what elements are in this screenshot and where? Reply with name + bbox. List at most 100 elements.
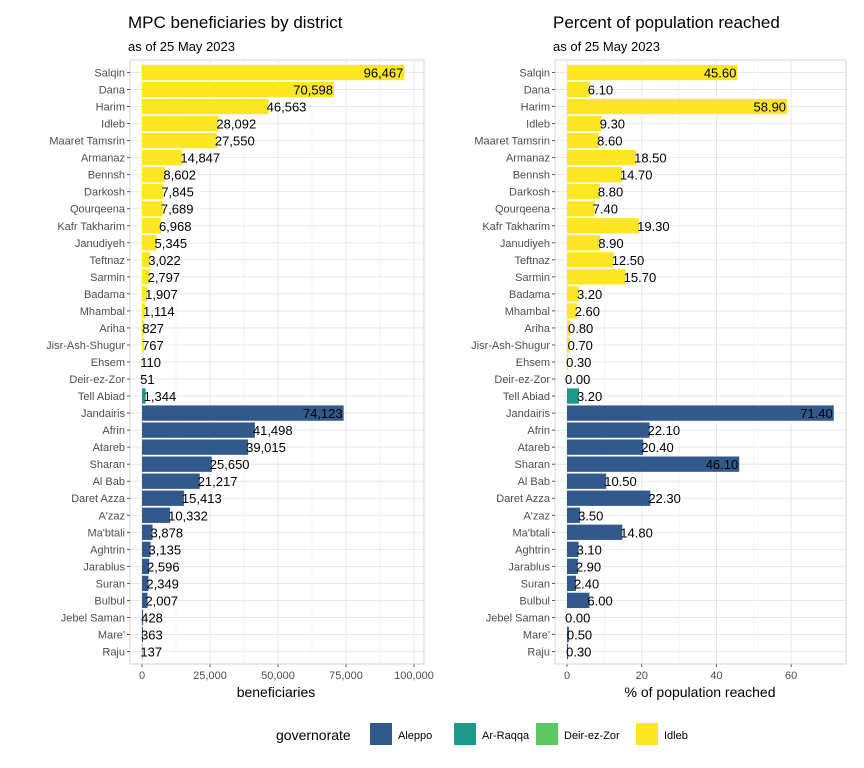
data-label: 12.50 (612, 253, 645, 268)
data-label: 46.10 (706, 457, 739, 472)
data-label: 0.00 (565, 610, 590, 625)
chart-title: Percent of population reached (553, 13, 780, 32)
data-label: 2,007 (145, 593, 178, 608)
data-label: 25,650 (210, 457, 250, 472)
data-label: 14,847 (180, 151, 220, 166)
data-label: 0.50 (567, 627, 592, 642)
bar-al-bab (567, 473, 607, 489)
bar-maaret-tamsrin (567, 132, 600, 149)
category-label: Mhambal (80, 306, 125, 318)
category-label: Daret Azza (496, 493, 551, 505)
category-label: A'zaz (523, 510, 550, 522)
bar-maaret-tamsrin (142, 132, 217, 149)
category-label: Jarablus (83, 561, 125, 573)
data-label: 2,797 (148, 270, 181, 285)
data-label: 22.30 (648, 491, 681, 506)
category-label: Mare' (98, 629, 125, 641)
data-label: 767 (142, 338, 164, 353)
data-label: 0.70 (568, 338, 593, 353)
category-label: Jisr-Ash-Shugur (471, 340, 550, 352)
bar-raju (567, 643, 569, 660)
bar-ariha (142, 320, 145, 336)
chart-title: MPC beneficiaries by district (128, 13, 343, 32)
category-label: Jandairis (81, 408, 126, 420)
category-label: Bulbul (94, 595, 125, 607)
x-tick-label: 60 (785, 670, 797, 682)
category-label: Teftnaz (515, 255, 550, 267)
legend-swatch-idleb (636, 723, 658, 745)
data-label: 15.70 (624, 270, 657, 285)
bar-sarmin (142, 269, 150, 285)
bar-salqin (142, 64, 405, 81)
category-label: Suran (521, 578, 550, 590)
bar-afrin (142, 422, 255, 438)
category-label: Afrin (527, 425, 550, 437)
data-label: 0.80 (568, 321, 593, 336)
bar-teftnaz (142, 252, 151, 268)
bar-sharan (142, 456, 212, 472)
category-label: Idleb (526, 119, 550, 131)
data-label: 2,349 (146, 576, 179, 591)
bar-harim (142, 98, 269, 115)
data-label: 58.90 (754, 100, 787, 115)
category-label: Qourqeena (70, 204, 126, 216)
category-label: Atareb (93, 442, 125, 454)
bar-afrin (567, 422, 650, 438)
category-label: Ariha (524, 323, 551, 335)
category-label: Mhambal (505, 306, 550, 318)
bar-qourqeena (142, 201, 163, 217)
data-label: 1,344 (144, 389, 177, 404)
bar-jisr-ash-shugur (567, 337, 570, 353)
bar-daret-azza (567, 490, 651, 506)
data-label: 27,550 (215, 134, 255, 149)
category-label: Aghtrin (90, 544, 125, 556)
data-label: 39,015 (246, 440, 286, 455)
x-tick-label: 25,000 (193, 670, 227, 682)
category-label: Darkosh (509, 187, 550, 199)
legend-label: Deir-ez-Zor (564, 730, 620, 742)
bar-jebel-saman (142, 609, 144, 626)
bar-a-zaz (142, 507, 171, 523)
bar-mare- (567, 626, 569, 643)
data-label: 46,563 (267, 100, 307, 115)
bar-mhambal (142, 303, 146, 319)
legend: governorate Aleppo Ar-Raqqa Deir-ez-Zor Idl… (276, 723, 688, 745)
bar-ariha (567, 320, 570, 336)
category-label: Ma'btali (87, 527, 125, 539)
data-label: 7,845 (161, 185, 194, 200)
chart-subtitle: as of 25 May 2023 (553, 39, 660, 54)
category-label: Janudiyeh (500, 238, 550, 250)
category-label: Teftnaz (90, 255, 125, 267)
bar-darkosh (567, 184, 600, 200)
data-label: 45.60 (704, 66, 737, 81)
bar-armanaz (142, 149, 183, 166)
data-label: 5,345 (155, 236, 188, 251)
data-label: 6,968 (159, 219, 192, 234)
category-label: Kafr Takharim (482, 221, 550, 233)
category-label: Bennsh (513, 170, 550, 182)
bar-jandairis (142, 405, 344, 421)
x-tick-label: 0 (139, 670, 145, 682)
bar-janudiyeh (142, 235, 157, 251)
legend-label: Aleppo (398, 730, 432, 742)
category-label: Sarmin (90, 272, 125, 284)
bar-al-bab (142, 473, 200, 489)
data-label: 9.30 (600, 117, 625, 132)
category-label: Ma'btali (512, 527, 550, 539)
data-label: 15,413 (182, 491, 222, 506)
bar-janudiyeh (567, 235, 601, 251)
bar-ma-btali (142, 524, 153, 540)
data-label: 14.80 (620, 525, 653, 540)
data-label: 110 (140, 355, 161, 370)
x-tick-label: 40 (710, 670, 722, 682)
category-label: Salqin (519, 68, 550, 80)
bar-idleb (142, 115, 219, 132)
bar-bennsh (567, 167, 622, 183)
bar-jandairis (567, 405, 834, 421)
data-label: 1,114 (143, 304, 175, 319)
category-label: Mare' (523, 629, 550, 641)
category-label: Maaret Tamsrin (474, 136, 550, 148)
bar-jarablus (142, 558, 150, 575)
data-label: 7.40 (593, 202, 618, 217)
category-label: Dana (99, 85, 126, 97)
